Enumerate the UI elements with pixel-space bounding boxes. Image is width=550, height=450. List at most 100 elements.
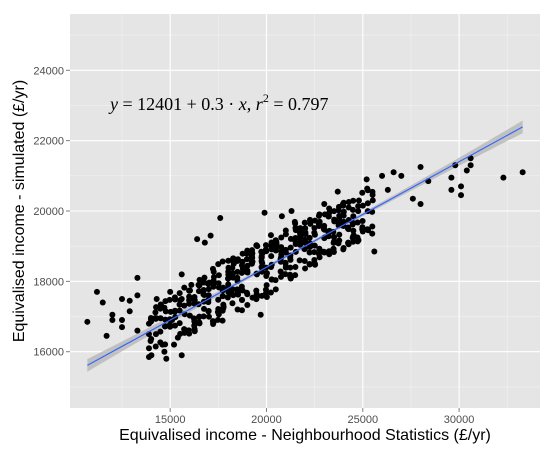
data-point [331,216,338,223]
data-point [263,294,270,301]
data-point [463,167,470,174]
data-point [225,271,232,278]
data-points [84,155,526,362]
data-point [207,232,214,239]
data-point [119,295,126,302]
data-point [181,284,188,291]
data-point [273,241,280,248]
data-point [278,213,285,220]
data-point [306,249,313,256]
data-point [229,300,236,307]
data-point [409,195,416,202]
data-point [288,208,295,214]
data-point [278,244,285,251]
data-point [186,297,193,304]
data-point [321,200,328,207]
data-point [359,218,366,225]
data-point [297,233,304,240]
data-point [243,256,250,263]
data-point [263,282,270,289]
data-point [145,345,152,352]
data-point [340,218,347,225]
data-point [134,327,141,334]
data-point [302,265,309,272]
data-point [272,277,279,284]
data-point [262,286,269,293]
data-point [178,271,185,278]
data-point [248,250,255,257]
data-point [248,259,255,266]
data-point [417,200,424,207]
data-point [200,291,207,298]
data-point [167,288,174,295]
data-point [178,352,185,359]
data-point [205,280,212,287]
data-point [209,265,216,272]
data-point [311,225,318,232]
data-point [157,315,164,322]
data-point [157,339,164,346]
data-point [345,240,352,247]
data-point [126,308,133,315]
data-point [340,199,347,206]
data-point [282,249,289,256]
data-point [103,332,110,339]
data-point [230,292,237,299]
data-point [215,316,222,323]
data-point [219,317,226,324]
data-point [364,200,371,207]
x-tick-label: 20000 [251,414,282,426]
data-point [340,209,347,216]
data-point [467,162,474,169]
data-point [311,217,318,224]
data-point [306,216,313,223]
y-tick-label: 18000 [33,276,64,288]
data-point [448,174,455,181]
data-point [359,228,366,235]
data-point [148,335,155,342]
data-point [336,237,343,244]
data-point [185,327,192,334]
major-grid [70,14,540,408]
data-point [161,348,168,355]
data-point [171,341,178,348]
data-point [162,308,169,315]
data-point [355,203,362,210]
data-point [225,281,232,288]
data-point [267,289,274,296]
regression-annotation: y = 12401 + 0.3 · x, r2 = 0.797 [108,91,328,114]
data-point [244,301,251,308]
data-point [152,309,159,316]
data-point [209,318,216,325]
data-point [258,248,265,255]
y-tick-label: 24000 [33,65,64,77]
y-tick-label: 20000 [33,206,64,218]
data-point [359,202,366,209]
data-point [297,225,304,232]
data-point [301,219,308,226]
data-point [224,294,231,301]
data-point [243,289,250,296]
data-point [371,248,378,255]
data-point [302,229,309,236]
data-point [157,328,164,335]
data-point [345,224,352,231]
data-point [191,318,198,325]
data-point [369,188,376,195]
data-point [163,355,170,362]
data-point [119,324,126,331]
data-point [235,291,242,298]
data-point [238,262,245,269]
data-point [263,270,270,277]
data-point [215,296,222,303]
data-point [390,169,397,176]
data-point [171,307,178,314]
data-point [261,209,268,216]
data-point [458,192,465,199]
data-point [292,272,299,279]
data-point [330,239,337,246]
data-point [277,268,284,275]
regression-fit-line [87,126,523,366]
data-point [354,234,361,241]
data-point [238,269,245,276]
